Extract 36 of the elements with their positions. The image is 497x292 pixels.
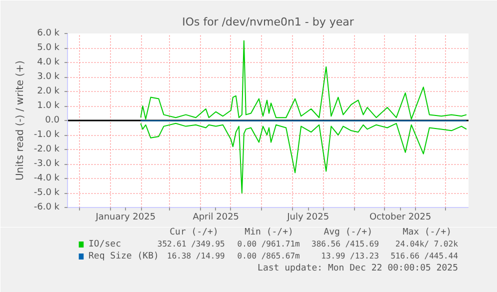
text: Last update: Mon Dec 22 00:00:05 2025 [258,264,458,274]
text: 16.38 /14.99 [167,252,226,260]
text: 0.00 /961.71m [237,240,300,248]
legend-label: Req Size (KB) [88,252,159,262]
text: Max (-/+) [402,228,452,238]
x-tick-label: October 2025 [369,212,432,222]
y-tick-label: 2.0 k [37,86,60,96]
y-tick-label: 3.0 k [37,72,60,82]
y-tick-label: -2.0 k [34,144,60,154]
y-tick-label: -4.0 k [34,174,60,184]
text: 0.00 /865.67m [237,252,300,260]
text: 24.04k/ 7.02k [395,240,458,248]
chart-title: IOs for /dev/nvme0n1 - by year [182,16,354,28]
y-tick-label: 0.0 [45,116,60,126]
y-tick-label: 4.0 k [37,58,60,68]
x-tick-label: July 2025 [286,212,330,222]
x-tick-label: April 2025 [192,212,240,222]
y-tick-label: -3.0 k [34,159,60,169]
line-series [140,40,467,120]
legend-label: IO/sec [88,240,121,250]
text: 386.56 /415.69 [312,240,380,248]
line-series [140,122,467,194]
y-tick-label: -5.0 k [34,188,60,198]
y-tick-label: -1.0 k [34,130,60,140]
text: 352.61 /349.95 [157,240,226,248]
text: 13.99 /13.23 [321,252,380,260]
text: Cur (-/+) [170,228,218,238]
text: Min (-/+) [244,228,294,238]
y-axis-title: Units read (-) / write (+) [14,60,26,181]
x-tick-label: January 2025 [94,212,156,222]
y-tick-label: -6.0 k [34,202,60,212]
text: 516.66 /445.44 [390,252,458,260]
y-tick-label: 6.0 k [37,28,60,38]
y-tick-label: 5.0 k [37,43,60,53]
text: Avg (-/+) [324,228,372,238]
y-tick-label: 1.0 k [37,101,60,111]
